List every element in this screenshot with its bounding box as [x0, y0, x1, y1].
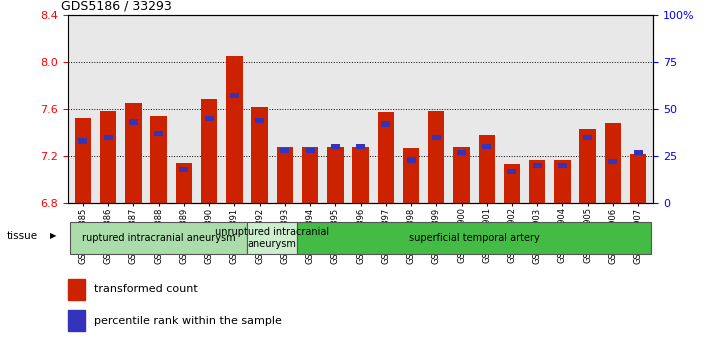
Bar [281, 148, 289, 153]
Text: tissue: tissue [7, 231, 39, 241]
Text: transformed count: transformed count [94, 284, 197, 294]
Bar [381, 121, 391, 127]
Bar [104, 135, 113, 140]
Text: percentile rank within the sample: percentile rank within the sample [94, 315, 281, 326]
Bar [302, 147, 318, 203]
Bar [255, 118, 264, 123]
Bar [125, 103, 141, 203]
Bar [482, 144, 491, 149]
Text: GDS5186 / 33293: GDS5186 / 33293 [61, 0, 171, 13]
Bar [100, 111, 116, 203]
Bar [154, 131, 164, 136]
Bar [554, 160, 570, 203]
Bar [251, 106, 268, 203]
Text: ▶: ▶ [50, 232, 56, 240]
Bar [453, 147, 470, 203]
Bar [403, 148, 419, 203]
Bar [630, 154, 646, 203]
Bar [201, 99, 217, 203]
Text: superficial temporal artery: superficial temporal artery [408, 233, 540, 243]
Text: ruptured intracranial aneurysm: ruptured intracranial aneurysm [82, 233, 236, 243]
Bar [205, 116, 213, 121]
Bar [608, 159, 618, 164]
Bar [226, 56, 243, 203]
Bar [75, 118, 91, 203]
Bar [176, 163, 192, 203]
Bar [428, 111, 445, 203]
Bar [129, 119, 138, 125]
Bar [457, 150, 466, 155]
Bar [633, 150, 643, 155]
Bar [558, 163, 567, 168]
Bar [306, 148, 315, 153]
Bar [68, 279, 85, 300]
Bar [151, 116, 167, 203]
Bar [508, 168, 516, 174]
FancyBboxPatch shape [298, 222, 650, 254]
Bar [353, 147, 368, 203]
Bar [356, 144, 365, 149]
Bar [406, 157, 416, 163]
Bar [478, 135, 495, 203]
Bar [432, 135, 441, 140]
FancyBboxPatch shape [71, 222, 247, 254]
FancyBboxPatch shape [247, 222, 298, 254]
Bar [504, 164, 521, 203]
Bar [68, 310, 85, 331]
Bar [533, 163, 542, 168]
Bar [583, 135, 592, 140]
Bar [327, 147, 343, 203]
Bar [230, 93, 239, 98]
Bar [605, 123, 621, 203]
Bar [378, 113, 394, 203]
Bar [276, 147, 293, 203]
Bar [179, 167, 188, 172]
Bar [580, 129, 596, 203]
Bar [529, 160, 545, 203]
Text: unruptured intracranial
aneurysm: unruptured intracranial aneurysm [215, 227, 329, 249]
Bar [79, 138, 88, 144]
Bar [331, 144, 340, 149]
